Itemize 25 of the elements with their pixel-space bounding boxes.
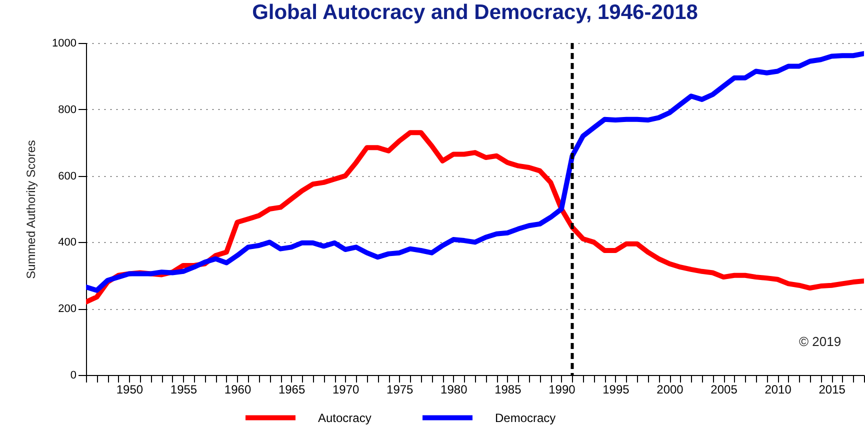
y-tick-label: 800 xyxy=(58,104,76,116)
legend-label: Democracy xyxy=(495,410,556,425)
chart-title: Global Autocracy and Democracy, 1946-2018 xyxy=(252,1,698,24)
y-tick-label: 600 xyxy=(58,170,76,182)
y-tick-label: 200 xyxy=(58,303,76,316)
x-tick-label: 1960 xyxy=(224,382,252,396)
x-tick-label: 1950 xyxy=(116,382,144,396)
x-tick-label: 2015 xyxy=(818,382,846,396)
x-tick-label: 2000 xyxy=(656,382,684,396)
x-tick-label: 1975 xyxy=(386,382,414,396)
legend-label: Autocracy xyxy=(318,410,372,425)
x-tick-label: 1980 xyxy=(440,382,468,396)
x-tick-label: 1965 xyxy=(278,382,306,396)
y-axis-title: Summed Authority Scores xyxy=(24,140,38,279)
x-tick-label: 1970 xyxy=(332,382,360,396)
x-tick-label: 1955 xyxy=(170,382,198,396)
y-tick-label: 1000 xyxy=(52,38,76,50)
x-tick-label: 1995 xyxy=(602,382,630,396)
x-tick-label: 1990 xyxy=(548,382,576,396)
y-tick-label: 400 xyxy=(58,236,76,249)
annotation: © 2019 xyxy=(798,334,842,349)
x-tick-label: 2010 xyxy=(764,382,792,396)
y-tick-label: 0 xyxy=(70,370,76,382)
x-tick-label: 1985 xyxy=(494,382,522,396)
x-tick-label: 2005 xyxy=(710,382,738,396)
